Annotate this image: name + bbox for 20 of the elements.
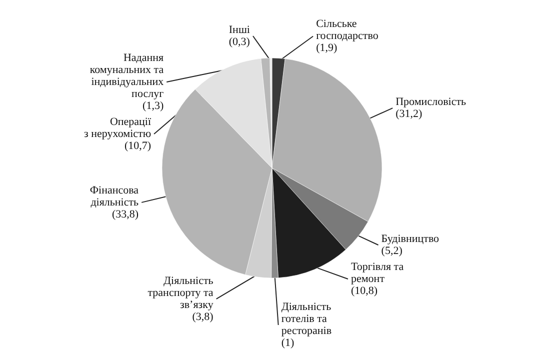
slice-label: Інші — [228, 24, 250, 36]
data-label: (1) — [281, 337, 294, 349]
slice-label: Операції з нерухомістю — [84, 116, 152, 140]
slice-label: Будівництво — [381, 233, 440, 245]
slice-label: Сільське господарство — [316, 18, 379, 42]
slice-label: Промисловість — [396, 96, 466, 108]
data-label: (1,3) — [142, 100, 164, 112]
slice-label: Фінансова діяльність — [90, 184, 139, 208]
data-label: (3,8) — [192, 310, 214, 323]
data-label: (10,8) — [350, 285, 378, 297]
slice-label: Діяльність транспорту та зв’язку — [148, 274, 214, 311]
slice-label: Діяльність готелів та ресторанів — [281, 301, 332, 337]
slice-label: Торгівля та ремонт — [350, 261, 404, 285]
data-label: (0,3) — [228, 36, 250, 48]
slice-label: Надання комунальних та індивідуальних послуг — [90, 52, 164, 100]
data-label: (5,2) — [381, 245, 403, 257]
data-label: (33,8) — [112, 208, 139, 220]
data-label: (10,7) — [124, 140, 152, 152]
data-label: (1,9) — [316, 42, 338, 54]
data-label: (31,2) — [396, 108, 423, 120]
